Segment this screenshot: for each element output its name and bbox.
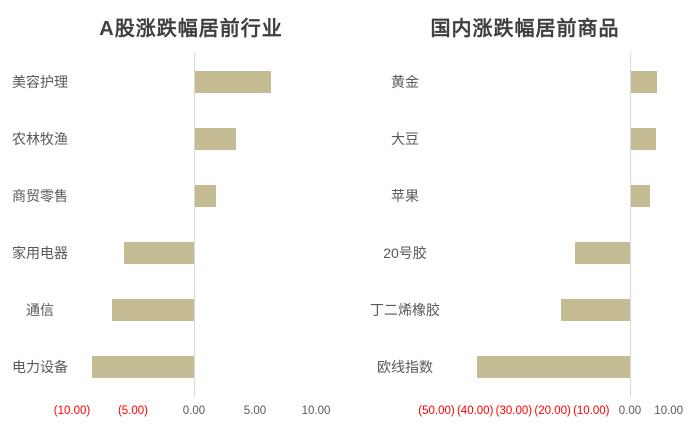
x-tick-label: (20.00) — [534, 405, 571, 417]
chart-panel-industries: A股涨跌幅居前行业 美容护理农林牧渔商贸零售家用电器通信电力设备 (10.00) (… — [12, 18, 331, 417]
category-label: 黄金 — [391, 74, 419, 90]
bar — [195, 71, 271, 93]
x-tick-label: 5.00 — [243, 405, 267, 417]
x-tick-label: (10.00) — [573, 405, 610, 417]
bar — [112, 299, 194, 321]
chart-panel-commodities: 国内涨跌幅居前商品 黄金大豆苹果 20号胶丁二烯橡胶欧线指数 (50.00) (40.… — [350, 0, 700, 429]
category-label: 大豆 — [391, 131, 419, 147]
category-label: 通信 — [26, 302, 54, 318]
bar — [195, 128, 237, 150]
x-tick-label: (10.00) — [53, 405, 91, 417]
category-label: 农林牧渔 — [12, 131, 68, 147]
x-tick-label: 10.00 — [301, 405, 331, 417]
category-label: 苹果 — [391, 188, 419, 204]
x-tick-label: (5.00) — [117, 405, 149, 417]
category-label: 欧线指数 — [377, 359, 433, 375]
bar — [195, 185, 216, 207]
bar — [91, 356, 194, 378]
x-tick-label: (50.00) — [418, 405, 455, 417]
category-label: 商贸零售 — [12, 188, 68, 204]
x-tick-label: (40.00) — [456, 405, 494, 417]
bar — [575, 242, 630, 264]
category-label: 美容护理 — [12, 74, 68, 90]
chart-title: 国内涨跌幅居前商品 — [430, 18, 620, 40]
x-tick-label: (30.00) — [495, 405, 533, 417]
category-axis-line — [630, 53, 631, 397]
bar — [631, 185, 650, 207]
x-tick-label: 0.00 — [618, 405, 642, 417]
category-axis-line — [194, 53, 195, 397]
bar — [561, 299, 630, 321]
category-label: 丁二烯橡胶 — [370, 302, 440, 318]
chart-title: A股涨跌幅居前行业 — [99, 18, 283, 40]
bar — [124, 242, 194, 264]
x-tick-label: 10.00 — [654, 405, 684, 417]
category-label: 20号胶 — [383, 245, 427, 261]
category-label: 家用电器 — [12, 245, 68, 261]
category-label: 电力设备 — [12, 359, 68, 375]
bar — [476, 356, 630, 378]
bar — [631, 71, 657, 93]
bar — [631, 128, 657, 150]
x-tick-label: 0.00 — [182, 405, 206, 417]
